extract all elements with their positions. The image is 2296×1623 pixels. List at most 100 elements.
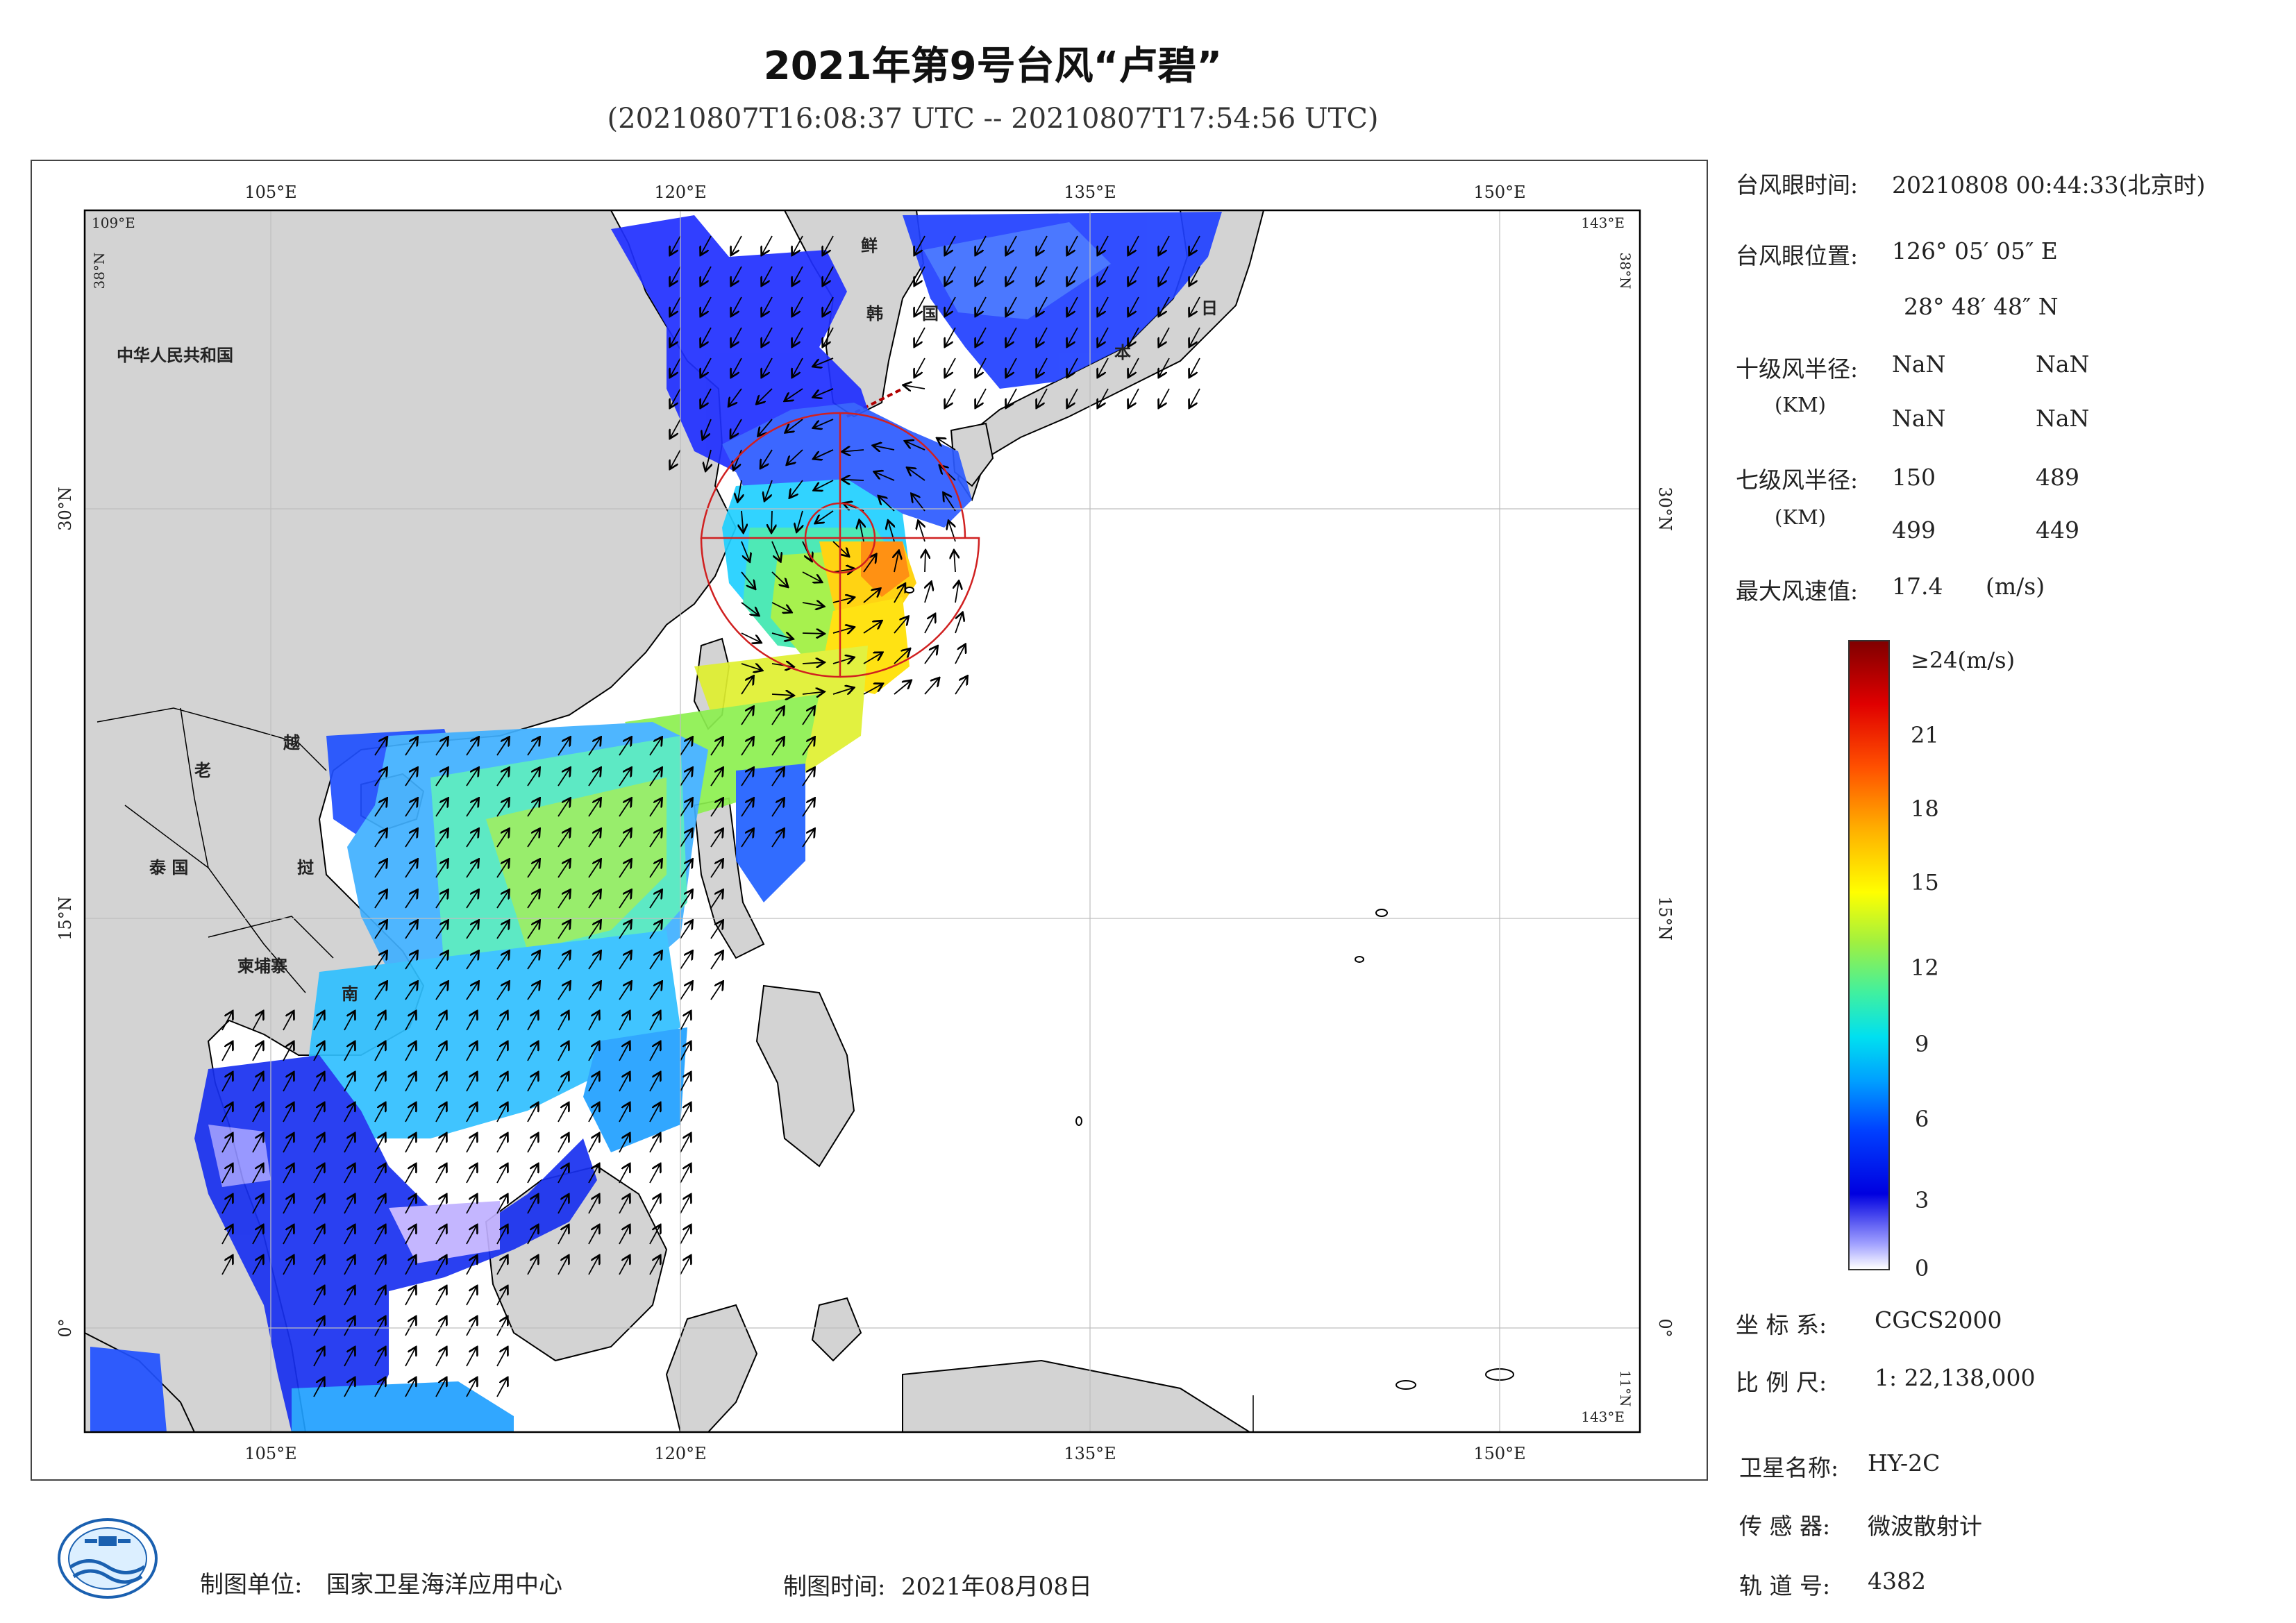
wind-arrow bbox=[435, 860, 448, 878]
wind-arrow bbox=[785, 388, 803, 401]
wind-arrow bbox=[558, 921, 570, 939]
wind-arrow bbox=[313, 1348, 324, 1367]
wind-arrow bbox=[1007, 388, 1017, 407]
wind-arrow bbox=[649, 1256, 660, 1275]
wind-arrow bbox=[374, 1165, 385, 1184]
wind-arrow bbox=[588, 1012, 598, 1031]
wind-arrow bbox=[1037, 388, 1048, 407]
wind-arrow bbox=[496, 891, 509, 909]
wind-speed-colorbar bbox=[1848, 640, 1890, 1270]
wind-arrow bbox=[435, 1226, 446, 1245]
wind-arrow bbox=[252, 1104, 262, 1122]
r10-value-sw: NaN bbox=[1892, 405, 1946, 432]
wind-arrow bbox=[762, 296, 773, 315]
wind-arrow bbox=[832, 657, 853, 664]
maluku-islands bbox=[811, 1297, 862, 1362]
wind-arrow bbox=[732, 266, 742, 285]
wind-arrow bbox=[771, 633, 792, 639]
wind-arrow bbox=[221, 1134, 232, 1153]
wind-arrow bbox=[1098, 388, 1109, 407]
corner-tr-lon: 143°E bbox=[1581, 215, 1625, 231]
wind-arrow bbox=[496, 1195, 507, 1214]
wind-arrow bbox=[1098, 327, 1109, 346]
wind-arrow bbox=[741, 541, 749, 561]
wind-arrow bbox=[1068, 358, 1078, 376]
wind-arrow bbox=[1129, 235, 1139, 254]
wind-arrow bbox=[313, 1104, 324, 1122]
wind-arrow bbox=[558, 1104, 568, 1122]
wind-arrow bbox=[405, 982, 417, 1000]
wind-arrow bbox=[701, 327, 712, 346]
wind-arrow bbox=[802, 603, 823, 606]
colorbar-tick-9: 9 bbox=[1915, 1031, 1929, 1057]
wind-arrow bbox=[435, 1043, 446, 1061]
wind-arrow bbox=[680, 1134, 690, 1153]
colorbar-top-label: ≥24(m/s) bbox=[1911, 647, 2016, 673]
r7-value-sw: 499 bbox=[1892, 516, 1936, 544]
wind-arrow bbox=[405, 1226, 415, 1245]
wind-arrow bbox=[946, 388, 956, 407]
wind-arrow bbox=[527, 1226, 537, 1245]
map-frame bbox=[31, 160, 1708, 1481]
wind-arrow bbox=[802, 768, 814, 787]
wind-arrow bbox=[283, 1256, 293, 1275]
label-vietnam-1: 越 bbox=[283, 733, 301, 752]
wind-arrow bbox=[832, 688, 853, 694]
wind-arrow bbox=[731, 419, 742, 437]
wind-arrow bbox=[374, 1073, 385, 1092]
wind-arrow bbox=[863, 621, 881, 634]
wind-arrow bbox=[496, 1073, 507, 1092]
wind-arrow bbox=[1068, 296, 1078, 315]
wind-arrow bbox=[527, 1104, 537, 1122]
wind-arrow bbox=[527, 982, 539, 1000]
wind-arrow bbox=[701, 358, 712, 376]
wind-arrow bbox=[466, 1012, 476, 1031]
wind-arrow bbox=[649, 1104, 660, 1122]
wind-arrow bbox=[649, 1195, 660, 1214]
date-label: 制图时间: bbox=[783, 1573, 886, 1601]
wind-arrow bbox=[344, 1348, 354, 1367]
wind-arrow bbox=[915, 296, 925, 315]
colorbar-tick-12: 12 bbox=[1911, 955, 1939, 981]
r10-label: 十级风半径: bbox=[1736, 355, 1859, 382]
wind-arrow bbox=[496, 952, 509, 970]
wind-arrow bbox=[344, 1226, 354, 1245]
wind-arrow bbox=[252, 1012, 262, 1031]
wind-arrow bbox=[802, 662, 823, 664]
wind-arrow bbox=[976, 266, 987, 285]
wind-arrow bbox=[435, 921, 448, 939]
wind-arrow bbox=[527, 830, 539, 848]
wind-arrow bbox=[344, 1195, 354, 1214]
wind-arrow bbox=[405, 891, 417, 909]
wind-arrow bbox=[405, 952, 417, 970]
wind-arrow bbox=[527, 1043, 537, 1061]
wind-arrow bbox=[680, 1073, 690, 1092]
wind-arrow bbox=[374, 860, 387, 878]
wind-arrow bbox=[619, 768, 631, 787]
wind-arrow bbox=[741, 738, 753, 756]
typhoon-wind-radius bbox=[700, 412, 980, 678]
wind-arrow bbox=[283, 1073, 293, 1092]
max-wind-unit: (m/s) bbox=[1986, 573, 2045, 600]
wind-arrow bbox=[823, 296, 834, 315]
label-japan-1: 日 bbox=[1201, 298, 1218, 318]
wind-arrow bbox=[527, 1165, 537, 1184]
wind-arrow bbox=[405, 1134, 415, 1153]
wind-arrow bbox=[496, 921, 509, 939]
wind-arrow bbox=[496, 1226, 507, 1245]
wind-arrow bbox=[802, 707, 814, 725]
wind-arrow bbox=[496, 860, 509, 878]
wind-arrow bbox=[955, 645, 965, 664]
wind-arrow bbox=[283, 1226, 293, 1245]
wind-arrow bbox=[466, 1379, 476, 1397]
wind-arrow bbox=[466, 1195, 476, 1214]
wind-arrow bbox=[374, 830, 387, 848]
wind-arrow bbox=[466, 1256, 476, 1275]
wind-arrow bbox=[558, 860, 570, 878]
wind-arrow bbox=[527, 1012, 537, 1031]
wind-arrow bbox=[1129, 327, 1139, 346]
wind-arrow bbox=[252, 1165, 262, 1184]
wind-arrow bbox=[904, 385, 925, 389]
bottom-tick-150: 150°E bbox=[1473, 1444, 1525, 1463]
wind-arrow bbox=[874, 446, 895, 450]
